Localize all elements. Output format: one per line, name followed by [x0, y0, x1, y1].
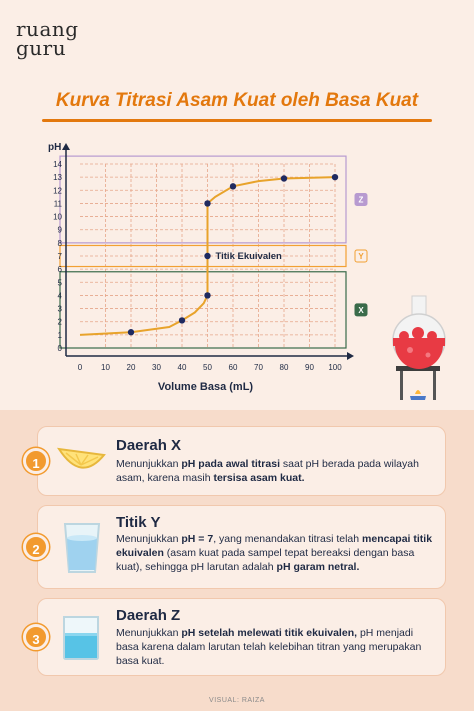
region-box-y [59, 244, 347, 268]
card-daerah-x: Daerah X Menunjukkan pH pada awal titras… [37, 426, 446, 496]
x-tick-label: 50 [203, 363, 212, 372]
x-tick-label: 40 [178, 363, 187, 372]
y-tick-label: 9 [58, 226, 63, 235]
data-point [229, 183, 237, 190]
flask-icon [392, 295, 446, 400]
card-text: Menunjukkan pH = 7, yang menandakan titr… [116, 533, 433, 573]
y-tick-label: 12 [53, 186, 62, 195]
x-tick-label: 90 [305, 363, 314, 372]
region-label-x: X [358, 306, 364, 315]
card-number-2: 2 [23, 534, 49, 560]
y-axis-arrow [62, 143, 70, 150]
y-tick-label: 2 [58, 318, 63, 327]
data-point [280, 175, 288, 182]
y-tick-label: 5 [58, 278, 63, 287]
chart-axes [62, 143, 354, 360]
card-number-1: 1 [23, 448, 49, 474]
glass-of-water-icon [62, 520, 102, 581]
x-tick-label: 10 [101, 363, 110, 372]
title-underline [42, 119, 432, 122]
card-text: Menunjukkan pH pada awal titrasi saat pH… [116, 458, 419, 484]
y-tick-label: 8 [58, 239, 63, 248]
y-tick-label: 13 [53, 173, 62, 182]
brand-logo: ruang guru [16, 17, 79, 60]
data-point [204, 252, 211, 260]
brand-line-2: guru [16, 36, 67, 60]
x-tick-label: 0 [78, 363, 83, 372]
y-axis-label: pH [48, 142, 61, 153]
card-title: Daerah Z [116, 607, 181, 624]
data-point [204, 200, 211, 207]
region-box-x [59, 271, 347, 349]
x-tick-label: 100 [328, 363, 342, 372]
x-axis-label: Volume Basa (mL) [158, 381, 253, 393]
y-tick-label: 3 [58, 305, 63, 314]
card-number-3: 3 [23, 624, 49, 650]
region-label-y: Y [358, 252, 364, 261]
x-tick-label: 70 [254, 363, 263, 372]
chart-regions: Z Y X [59, 155, 368, 349]
lemon-icon [56, 441, 106, 486]
y-tick-label: 1 [58, 331, 63, 340]
y-tick-label: 0 [58, 344, 63, 353]
beaker-icon [60, 615, 102, 666]
equivalence-point-label: Titik Ekuivalen [216, 251, 283, 262]
card-daerah-z: Daerah Z Menunjukkan pH setelah melewati… [37, 598, 446, 676]
page-title: Kurva Titrasi Asam Kuat oleh Basa Kuat [55, 90, 419, 111]
data-point [204, 292, 211, 299]
card-text: Menunjukkan pH setelah melewati titik ek… [116, 627, 422, 667]
data-point [178, 317, 186, 324]
credit-text: VISUAL: RAIZA [209, 697, 265, 704]
x-tick-label: 60 [229, 363, 238, 372]
x-tick-label: 20 [127, 363, 136, 372]
x-tick-label: 80 [280, 363, 289, 372]
y-tick-label: 11 [54, 199, 63, 208]
region-label-z: Z [359, 195, 364, 204]
y-tick-label: 10 [53, 213, 62, 222]
y-tick-label: 14 [53, 160, 62, 169]
x-tick-label: 30 [152, 363, 161, 372]
x-axis-arrow [347, 352, 354, 360]
brand-line-1: ruang [16, 17, 79, 41]
y-tick-label: 7 [58, 252, 63, 261]
region-tag-x [354, 303, 368, 317]
card-titik-y: Titik Y Menunjukkan pH = 7, yang menanda… [37, 505, 446, 589]
y-tick-label: 4 [58, 291, 63, 300]
card-title: Titik Y [116, 514, 161, 531]
chart-points [127, 173, 339, 336]
y-tick-label: 6 [58, 265, 63, 274]
data-point [127, 329, 135, 336]
region-tag-z [354, 192, 368, 206]
region-box-z [59, 155, 347, 244]
card-title: Daerah X [116, 437, 182, 454]
region-tag-y [354, 249, 368, 263]
data-point [331, 173, 339, 181]
